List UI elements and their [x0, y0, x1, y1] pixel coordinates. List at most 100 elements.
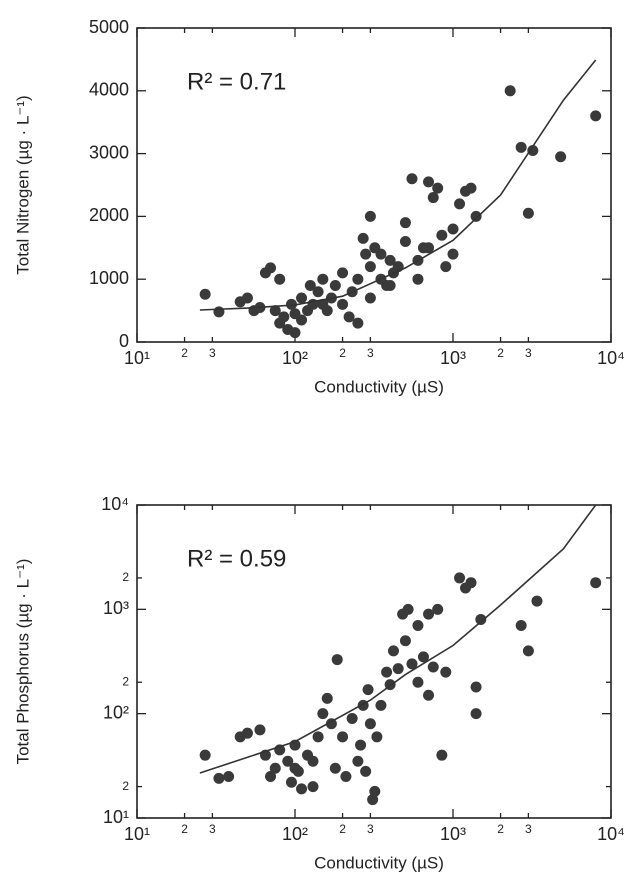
data-point — [329, 279, 341, 291]
data-point — [417, 651, 429, 663]
data-point — [241, 292, 253, 304]
data-point — [406, 658, 418, 670]
data-point — [381, 666, 393, 678]
data-point — [504, 85, 516, 97]
data-point — [343, 311, 355, 323]
y-tick-label: 10⁴ — [101, 494, 129, 514]
x-tick-label: 2 — [497, 346, 504, 360]
data-point — [265, 770, 277, 782]
y-tick-label: 5000 — [89, 17, 129, 37]
data-point — [340, 770, 352, 782]
data-point — [440, 666, 452, 678]
x-tick-label: 3 — [525, 822, 532, 836]
x-tick-label: 10³ — [440, 824, 466, 844]
x-tick-label: 2 — [497, 822, 504, 836]
data-point — [285, 298, 297, 310]
data-point — [515, 141, 527, 153]
data-point — [321, 692, 333, 704]
data-point — [213, 772, 225, 784]
data-point — [522, 207, 534, 219]
data-point — [454, 198, 466, 210]
x-tick-label: 10² — [282, 824, 308, 844]
y-tick-label: 10¹ — [103, 807, 129, 827]
data-point — [352, 273, 364, 285]
data-point — [465, 182, 477, 194]
y-tick-label: 2 — [122, 674, 129, 688]
x-tick-label: 2 — [339, 346, 346, 360]
x-tick-label: 3 — [209, 822, 216, 836]
data-point — [317, 273, 329, 285]
data-point — [515, 619, 527, 631]
data-point — [213, 306, 225, 318]
data-point — [364, 210, 376, 222]
chart-panel: 10¹ 2 3 10² 2 3 10³ 2 3 10⁴ 10¹ 2 10² 2 10³ 2 10⁴ Conduct… — [13, 494, 624, 873]
data-point — [399, 635, 411, 647]
data-point — [522, 645, 534, 657]
data-point — [337, 731, 349, 743]
data-point — [427, 661, 439, 673]
data-point — [465, 577, 477, 589]
data-point — [436, 749, 448, 761]
data-point — [337, 298, 349, 310]
y-tick-label: 3000 — [89, 142, 129, 162]
data-point — [412, 676, 424, 688]
data-point — [269, 762, 281, 774]
data-point — [423, 689, 435, 701]
data-point — [364, 718, 376, 730]
data-point — [337, 267, 349, 279]
y-tick-label: 10² — [103, 702, 129, 722]
data-point — [399, 217, 411, 229]
y-tick-label: 2 — [122, 570, 129, 584]
data-point — [555, 151, 567, 163]
x-tick-label: 3 — [209, 346, 216, 360]
data-point — [369, 785, 381, 797]
data-point — [399, 236, 411, 248]
data-point — [454, 572, 466, 584]
chart-panel: 10¹ 2 3 10² 2 3 10³ 2 3 10⁴ 0 1000 2000 3000 4000 5000 C… — [13, 17, 624, 397]
data-point — [367, 794, 379, 806]
data-point — [364, 261, 376, 273]
data-point — [241, 727, 253, 739]
data-point — [355, 739, 367, 751]
y-tick-label: 4000 — [89, 80, 129, 100]
data-point — [432, 182, 444, 194]
data-point — [317, 298, 329, 310]
data-point — [360, 765, 372, 777]
data-point — [392, 663, 404, 675]
data-point — [278, 311, 290, 323]
data-point — [346, 712, 358, 724]
data-point — [440, 261, 452, 273]
data-point — [423, 608, 435, 620]
data-point — [223, 770, 235, 782]
x-tick-label: 10¹ — [124, 824, 150, 844]
plot-frame — [136, 27, 612, 343]
data-point — [265, 262, 277, 274]
data-point — [307, 755, 319, 767]
data-point — [402, 603, 414, 615]
data-point — [436, 229, 448, 241]
data-point — [590, 577, 602, 589]
fit-curve — [199, 504, 597, 774]
data-point — [406, 173, 418, 185]
x-tick-label: 3 — [367, 346, 374, 360]
data-point — [531, 595, 543, 607]
data-point — [360, 248, 372, 260]
y-tick-label: 2 — [122, 779, 129, 793]
data-point — [312, 286, 324, 298]
data-point — [329, 762, 341, 774]
data-point — [304, 279, 316, 291]
data-point — [387, 645, 399, 657]
data-point — [423, 242, 435, 254]
data-point — [352, 317, 364, 329]
data-point — [590, 110, 602, 122]
x-tick-label: 10² — [282, 348, 308, 368]
y-tick-label: 2000 — [89, 205, 129, 225]
data-point — [352, 755, 364, 767]
data-point — [412, 273, 424, 285]
data-point — [289, 762, 301, 774]
data-point — [325, 718, 337, 730]
y-axis-label: Total Nitrogen (µg · L⁻¹) — [13, 95, 32, 274]
data-point — [307, 781, 319, 793]
data-point — [447, 223, 459, 235]
